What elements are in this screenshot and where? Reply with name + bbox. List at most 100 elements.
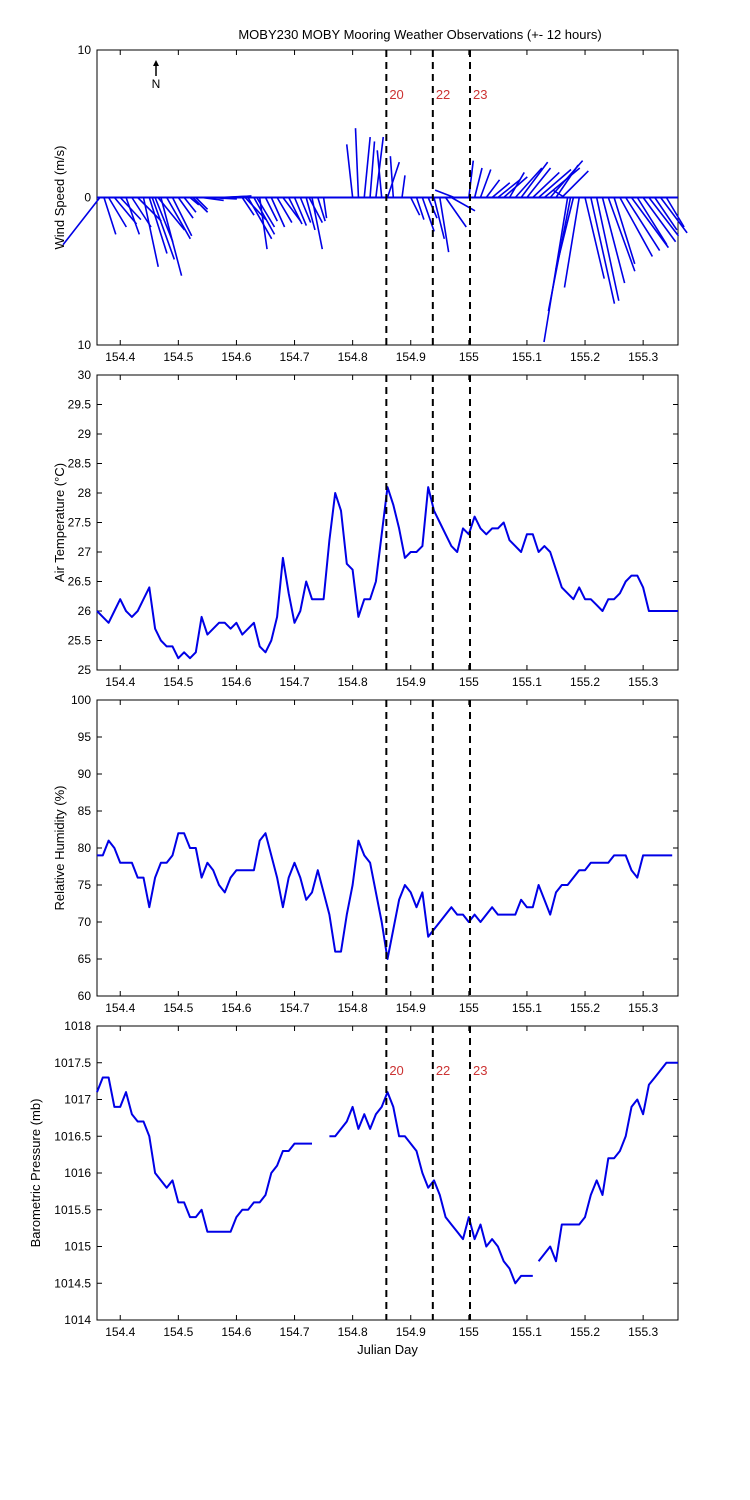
event-marker-label: 22 [436, 87, 450, 102]
wind-vector [103, 197, 117, 235]
wind-vector [345, 144, 354, 198]
x-tick-label: 155.2 [570, 1001, 600, 1015]
x-tick-label: 155 [459, 1325, 479, 1339]
x-tick-label: 154.8 [338, 350, 368, 364]
wind-vector [625, 197, 661, 252]
wind-vector [166, 197, 192, 240]
barometric-pressure-axes-box [96, 1025, 679, 1321]
x-tick-label: 154.6 [221, 350, 251, 364]
wind-vector [552, 189, 566, 199]
barometric-pressure-line [96, 1076, 312, 1233]
wind-vector [276, 197, 293, 223]
wind-vector [131, 197, 152, 228]
wind-vector [520, 161, 549, 198]
wind-vector [451, 196, 476, 212]
y-tick-label: 28 [78, 486, 92, 500]
wind-vector [354, 128, 360, 198]
wind-vector [317, 197, 326, 222]
x-tick-label: 155.1 [512, 675, 542, 689]
x-tick-label: 154.9 [396, 675, 426, 689]
wind-vector [439, 197, 450, 253]
wind-vector [491, 182, 511, 199]
wind-vector [554, 197, 575, 270]
x-tick-label: 154.4 [105, 675, 135, 689]
wind-vector [444, 197, 467, 228]
y-axis-label: Air Temperature (°C) [52, 463, 67, 582]
x-tick-label: 154.5 [163, 675, 193, 689]
y-tick-label: 1015.5 [54, 1203, 91, 1217]
wind-vector [299, 197, 312, 223]
wind-vector [247, 197, 273, 240]
wind-vector [62, 197, 101, 246]
x-tick-label: 155.1 [512, 350, 542, 364]
y-tick-label: 25.5 [68, 634, 92, 648]
wind-vector [270, 197, 286, 228]
wind-panel: 154.4 154.5 154.6 154.7 154.8 154.9 155 155.1 15… [52, 43, 688, 364]
y-tick-label: 75 [78, 878, 92, 892]
wind-vector [508, 172, 525, 198]
wind-vector [322, 197, 328, 219]
wind-vector [563, 197, 581, 288]
wind-vector [171, 197, 193, 237]
wind-vector [189, 196, 200, 206]
relative-humidity-line [97, 832, 673, 960]
x-tick-label: 155 [459, 1001, 479, 1015]
wind-vector [142, 197, 160, 267]
x-tick-label: 155 [459, 350, 479, 364]
wind-vector [613, 197, 636, 265]
y-tick-label: 1018 [64, 1019, 91, 1033]
air-temperature-line [96, 486, 678, 660]
y-tick-label: 1016 [64, 1166, 91, 1180]
y-tick-label: 29.5 [68, 398, 92, 412]
relative-humidity-panel: 154.4 154.5 154.6 154.7 154.8 154.9 155 155.1 15… [52, 693, 679, 1015]
barometric-pressure-line [537, 1061, 678, 1263]
y-axis-label: Relative Humidity (%) [52, 786, 67, 911]
x-tick-label: 154.7 [280, 675, 310, 689]
wind-vector [607, 197, 636, 272]
x-axis-label: Julian Day [357, 1342, 418, 1357]
wind-vector [665, 197, 685, 228]
wind-vector [630, 197, 670, 249]
wind-vector [389, 156, 395, 198]
y-tick-label: 27.5 [68, 516, 92, 530]
wind-vector [201, 196, 224, 202]
wind-vector [595, 197, 620, 301]
wind-vector [473, 167, 483, 198]
wind-vector [369, 141, 376, 198]
x-tick-label: 155.1 [512, 1325, 542, 1339]
y-tick-label: 70 [78, 915, 92, 929]
wind-vector [415, 197, 425, 220]
wind-vector [177, 197, 194, 219]
x-tick-label: 154.7 [280, 1325, 310, 1339]
wind-vector [532, 171, 560, 199]
y-tick-label: 1014.5 [54, 1276, 91, 1290]
wind-vector [258, 197, 268, 250]
x-tick-label: 155.2 [570, 350, 600, 364]
wind-vector [485, 179, 501, 198]
y-tick-label: 26.5 [68, 575, 92, 589]
x-tick-label: 155.2 [570, 1325, 600, 1339]
x-tick-label: 154.9 [396, 350, 426, 364]
x-tick-label: 155.3 [628, 350, 658, 364]
event-marker-label: 23 [473, 1063, 487, 1078]
wind-vector [479, 169, 492, 198]
wind-vector [107, 197, 128, 228]
x-tick-label: 155.3 [628, 1001, 658, 1015]
wind-vector [543, 167, 581, 199]
x-tick-label: 154.6 [221, 1325, 251, 1339]
x-tick-label: 155.2 [570, 675, 600, 689]
wind-vector [148, 197, 168, 254]
wind-vector [654, 197, 678, 231]
figure-title: MOBY230 MOBY Mooring Weather Observation… [238, 27, 601, 42]
y-tick-label: 80 [78, 841, 92, 855]
x-tick-label: 154.7 [280, 350, 310, 364]
wind-vector [590, 197, 616, 304]
wind-vector [363, 136, 371, 198]
barometric-pressure-line [329, 1091, 533, 1285]
wind-vector [659, 197, 688, 234]
wind-vector [648, 197, 680, 237]
wind-vector [113, 196, 138, 225]
wind-vector [264, 197, 279, 222]
y-tick-label: 28.5 [68, 457, 92, 471]
